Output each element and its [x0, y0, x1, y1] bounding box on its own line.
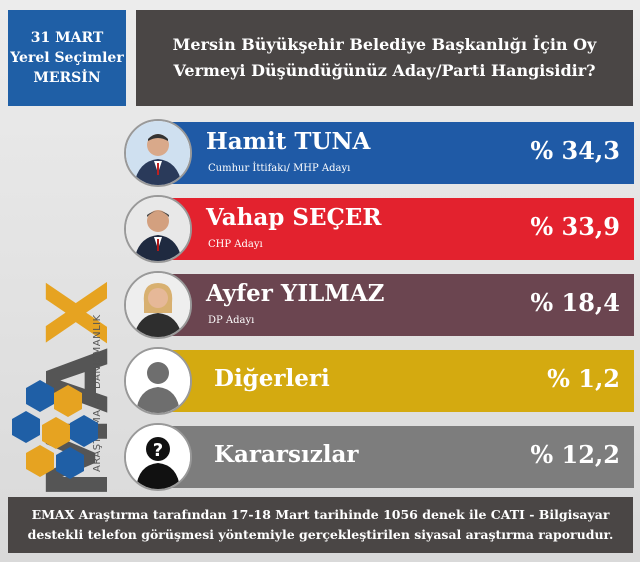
city-line: MERSİN: [33, 70, 101, 86]
value-label: % 18,4: [530, 288, 620, 317]
avatar-kararsizlar: ?: [124, 423, 192, 491]
avatar-secer: [124, 195, 192, 263]
question-mark-person-icon: ?: [126, 425, 190, 489]
person-photo-icon: [126, 121, 190, 185]
avatar-tuna: [124, 119, 192, 187]
election-line: Yerel Seçimler: [10, 50, 124, 66]
value-label: % 12,2: [530, 440, 620, 469]
person-photo-icon: [126, 197, 190, 261]
candidate-party: CHP Adayı: [208, 239, 263, 250]
svg-text:?: ?: [153, 440, 163, 461]
person-silhouette-icon: [126, 349, 190, 413]
candidate-party: Cumhur İttifakı/ MHP Adayı: [208, 163, 351, 174]
bar-tuna: Hamit TUNA Cumhur İttifakı/ MHP Adayı % …: [172, 122, 634, 184]
footer-line-2: destekli telefon görüşmesi yöntemiyle ge…: [27, 527, 614, 542]
category-name: Kararsızlar: [214, 441, 359, 468]
candidate-name: Vahap SEÇER: [206, 204, 382, 231]
value-label: % 34,3: [530, 136, 620, 165]
person-photo-icon: [126, 273, 190, 337]
bar-secer: Vahap SEÇER CHP Adayı % 33,9: [172, 198, 634, 260]
bar-yilmaz: Ayfer YILMAZ DP Adayı % 18,4: [172, 274, 634, 336]
bar-list: Hamit TUNA Cumhur İttifakı/ MHP Adayı % …: [124, 118, 636, 496]
avatar-digerleri: [124, 347, 192, 415]
question-line-2: Vermeyi Düşündüğünüz Aday/Parti Hangisid…: [173, 61, 596, 80]
footer-line-1: EMAX Araştırma tarafından 17-18 Mart tar…: [31, 507, 610, 522]
bar-kararsizlar: Kararsızlar % 12,2: [172, 426, 634, 488]
emax-logo: EMAX ARAŞTIRMA ve DANIŞMANLIK: [0, 120, 127, 560]
date-box: 31 MART Yerel Seçimler MERSİN: [8, 10, 126, 106]
category-name: Diğerleri: [214, 365, 330, 392]
question-line-1: Mersin Büyükşehir Belediye Başkanlığı İç…: [172, 35, 597, 54]
candidate-party: DP Adayı: [208, 315, 255, 326]
bar-digerleri: Diğerleri % 1,2: [172, 350, 634, 412]
candidate-name: Ayfer YILMAZ: [206, 280, 385, 307]
candidate-name: Hamit TUNA: [206, 128, 371, 155]
value-label: % 1,2: [547, 364, 620, 393]
question-box: Mersin Büyükşehir Belediye Başkanlığı İç…: [136, 10, 633, 106]
hexagon-logo-icon: [12, 380, 98, 479]
footer-note: EMAX Araştırma tarafından 17-18 Mart tar…: [8, 497, 633, 553]
avatar-yilmaz: [124, 271, 192, 339]
value-label: % 33,9: [530, 212, 620, 241]
date-line: 31 MART: [30, 30, 104, 46]
